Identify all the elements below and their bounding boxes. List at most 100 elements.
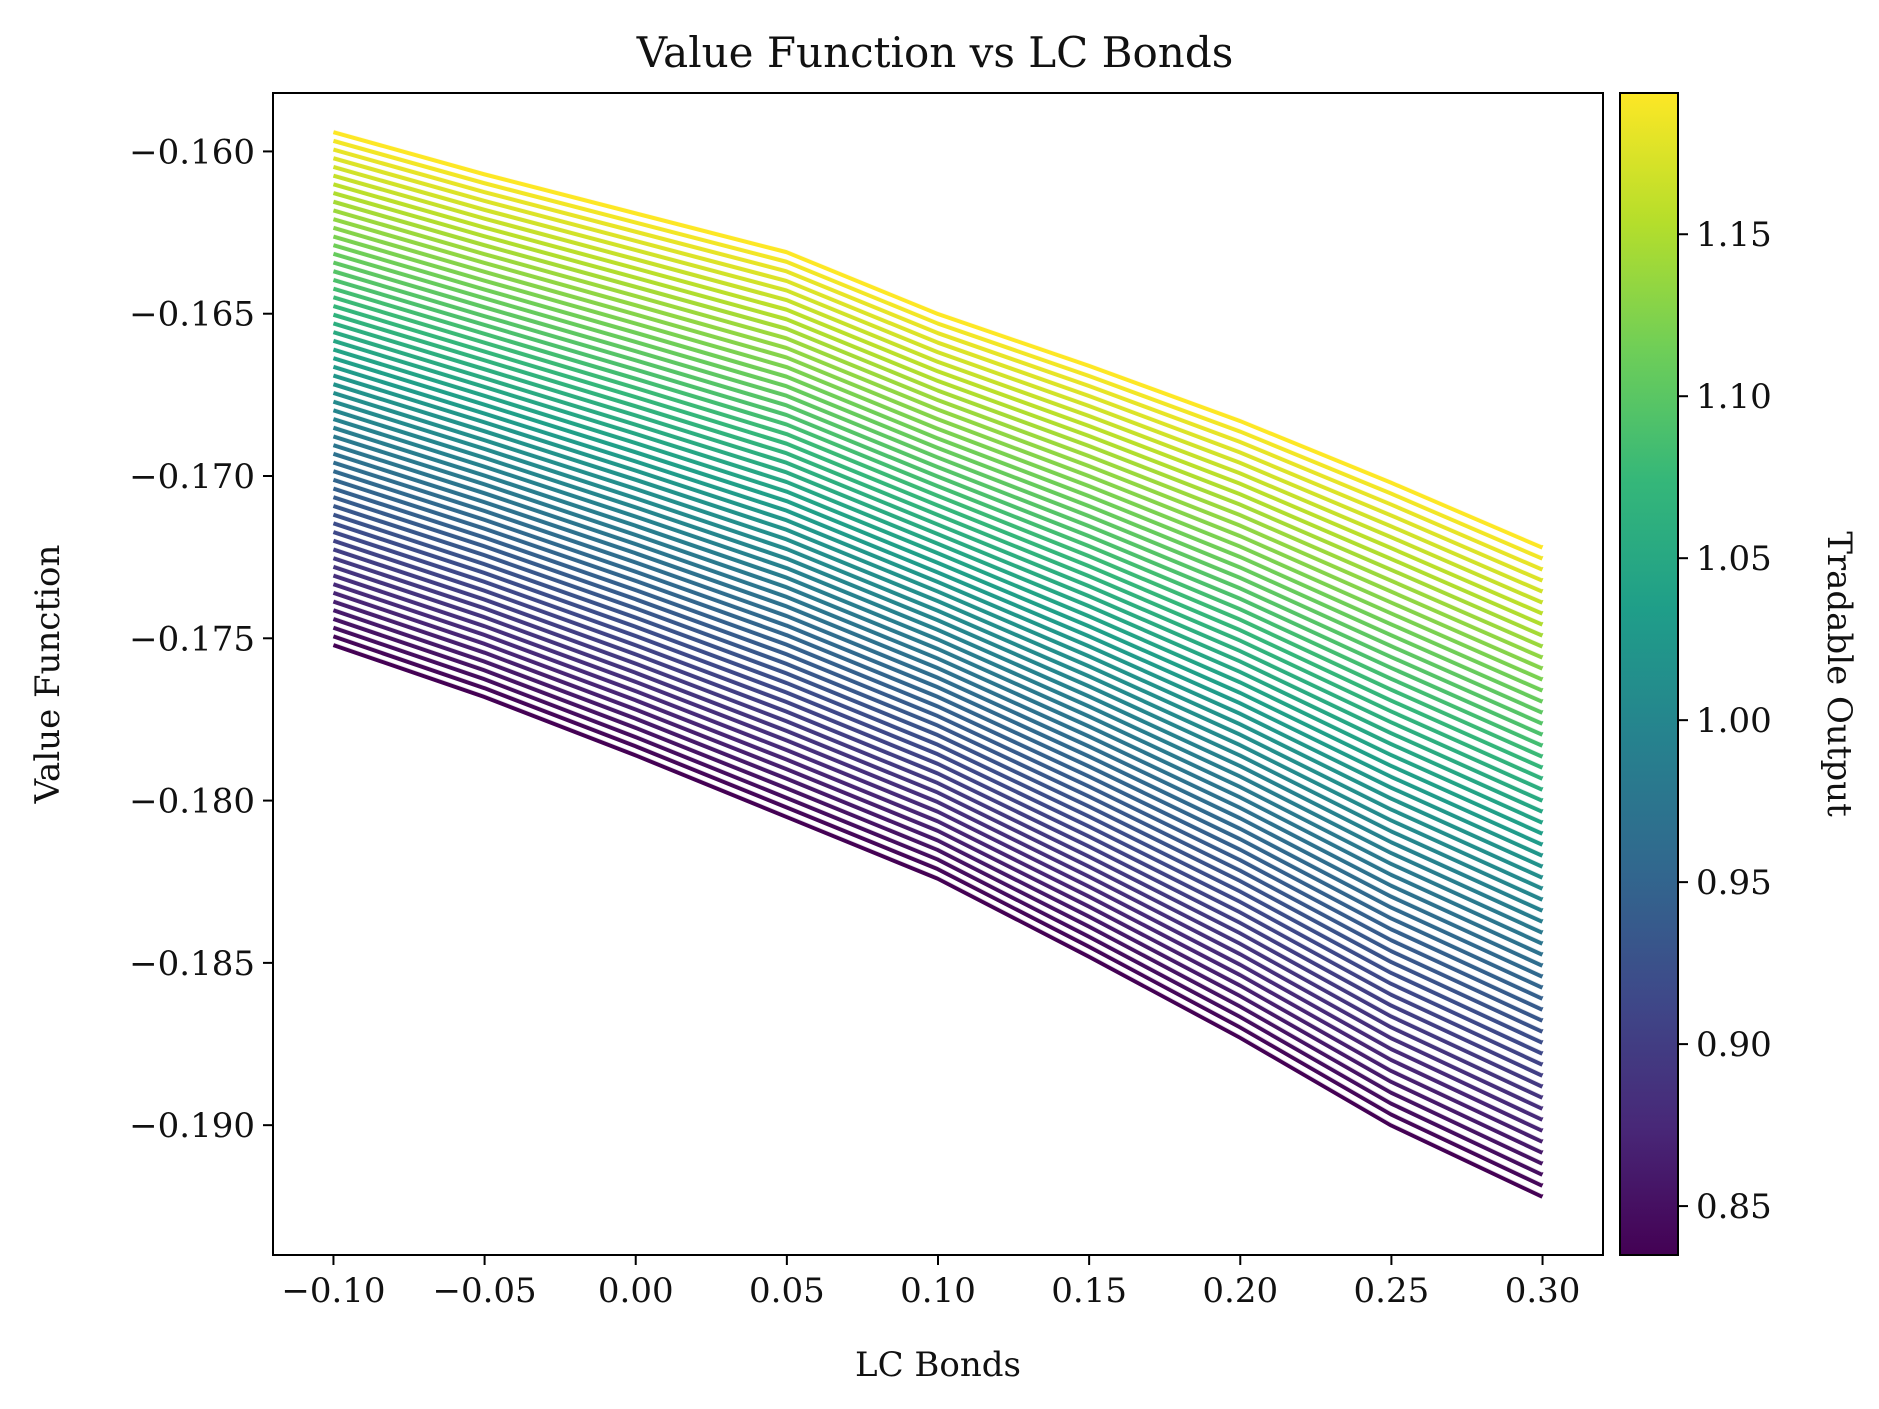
series-line: [332, 555, 1544, 1089]
y-tick-label: −0.175: [129, 619, 255, 659]
series-line: [332, 303, 1544, 770]
series-line: [332, 181, 1544, 616]
y-axis: −0.160 −0.165 −0.170 −0.175 −0.180 −0.185 −0.1…: [129, 132, 273, 1146]
series-separator: [333, 450, 1543, 953]
series-line: [332, 520, 1544, 1045]
series-separator: [333, 528, 1543, 1052]
series-separator: [333, 163, 1543, 590]
x-tick-label: 0.20: [1202, 1271, 1278, 1311]
series-separator: [333, 207, 1543, 645]
series-separator: [333, 181, 1543, 612]
series-separator: [333, 302, 1543, 766]
series-line: [332, 399, 1544, 891]
series-separator: [333, 572, 1543, 1107]
series-separator: [333, 346, 1543, 821]
series-line: [332, 581, 1544, 1122]
series-line: [332, 207, 1544, 649]
colorbar-tick-label: 1.05: [1696, 539, 1772, 579]
series-separator: [333, 580, 1543, 1118]
series-line: [332, 425, 1544, 924]
series-separator: [333, 337, 1543, 810]
series-line: [332, 573, 1544, 1111]
series-line: [332, 260, 1544, 715]
series-line: [332, 277, 1544, 737]
series-separator: [333, 494, 1543, 1008]
x-tick-label: −0.05: [432, 1271, 536, 1311]
series-line: [332, 477, 1544, 990]
series-separator: [333, 624, 1543, 1173]
series-line: [332, 616, 1544, 1166]
x-tick-label: −0.10: [281, 1271, 385, 1311]
series-separator: [333, 233, 1543, 678]
series-separator: [333, 441, 1543, 942]
series-line: [332, 242, 1544, 693]
series-separator: [333, 372, 1543, 854]
series-line: [332, 364, 1544, 847]
series-line: [332, 138, 1544, 561]
series-line: [332, 381, 1544, 869]
series-line: [332, 199, 1544, 638]
series-line: [332, 268, 1544, 726]
colorbar-tick-label: 0.90: [1696, 1025, 1772, 1065]
series-line: [332, 320, 1544, 792]
series-line: [332, 494, 1544, 1012]
series-line: [332, 564, 1544, 1100]
series-line: [332, 390, 1544, 880]
series-line: [332, 642, 1544, 1199]
series-line: [332, 434, 1544, 935]
x-tick-label: 0.30: [1505, 1271, 1581, 1311]
series-line: [332, 547, 1544, 1078]
x-tick-label: 0.05: [749, 1271, 825, 1311]
y-tick-label: −0.165: [129, 295, 255, 335]
series-line: [332, 312, 1544, 781]
series-line: [332, 460, 1544, 968]
series-line: [332, 625, 1544, 1177]
y-tick-label: −0.185: [129, 944, 255, 984]
series-line: [332, 147, 1544, 572]
series-separator: [333, 311, 1543, 777]
series-separator: [333, 155, 1543, 579]
series-line: [332, 407, 1544, 902]
chart-title: Value Function vs LC Bonds: [636, 28, 1234, 77]
colorbar: [1619, 92, 1679, 1256]
series-line: [332, 294, 1544, 759]
x-tick-label: 0.10: [900, 1271, 976, 1311]
series-separator: [333, 511, 1543, 1030]
series-separator: [333, 476, 1543, 986]
x-tick-label: 0.00: [598, 1271, 674, 1311]
series-separator: [333, 467, 1543, 975]
y-tick-label: −0.180: [129, 782, 255, 822]
colorbar-tick-label: 1.00: [1696, 701, 1772, 741]
y-tick-label: −0.160: [129, 132, 255, 172]
series-separator: [333, 250, 1543, 700]
series-line: [332, 190, 1544, 627]
series-line: [332, 373, 1544, 858]
series-line: [332, 355, 1544, 836]
series-separator: [333, 276, 1543, 733]
series-separator: [333, 537, 1543, 1063]
series-separator: [333, 189, 1543, 623]
series-separator: [333, 598, 1543, 1140]
colorbar-tick-label: 1.10: [1696, 377, 1772, 417]
series-separator: [333, 607, 1543, 1151]
series-separator: [333, 615, 1543, 1162]
series-separator: [333, 633, 1543, 1184]
series-separator: [333, 563, 1543, 1096]
series-separator: [333, 215, 1543, 656]
colorbar-label: Tradable Output: [1819, 531, 1859, 817]
series-group: [332, 128, 1544, 1199]
series-separator: [333, 407, 1543, 898]
series-line: [332, 251, 1544, 704]
series-separator: [333, 328, 1543, 799]
series-separator: [333, 546, 1543, 1074]
series-line: [332, 216, 1544, 660]
series-line: [332, 503, 1544, 1023]
series-line: [332, 486, 1544, 1001]
series-line: [332, 129, 1544, 550]
series-separator: [333, 241, 1543, 689]
series-separator: [333, 285, 1543, 744]
series-line: [332, 155, 1544, 583]
series-separator: [333, 389, 1543, 876]
series-line: [332, 633, 1544, 1188]
x-axis: −0.10 −0.05 0.00 0.05 0.10 0.15 0.20 0.25 0.30: [281, 1255, 1580, 1311]
